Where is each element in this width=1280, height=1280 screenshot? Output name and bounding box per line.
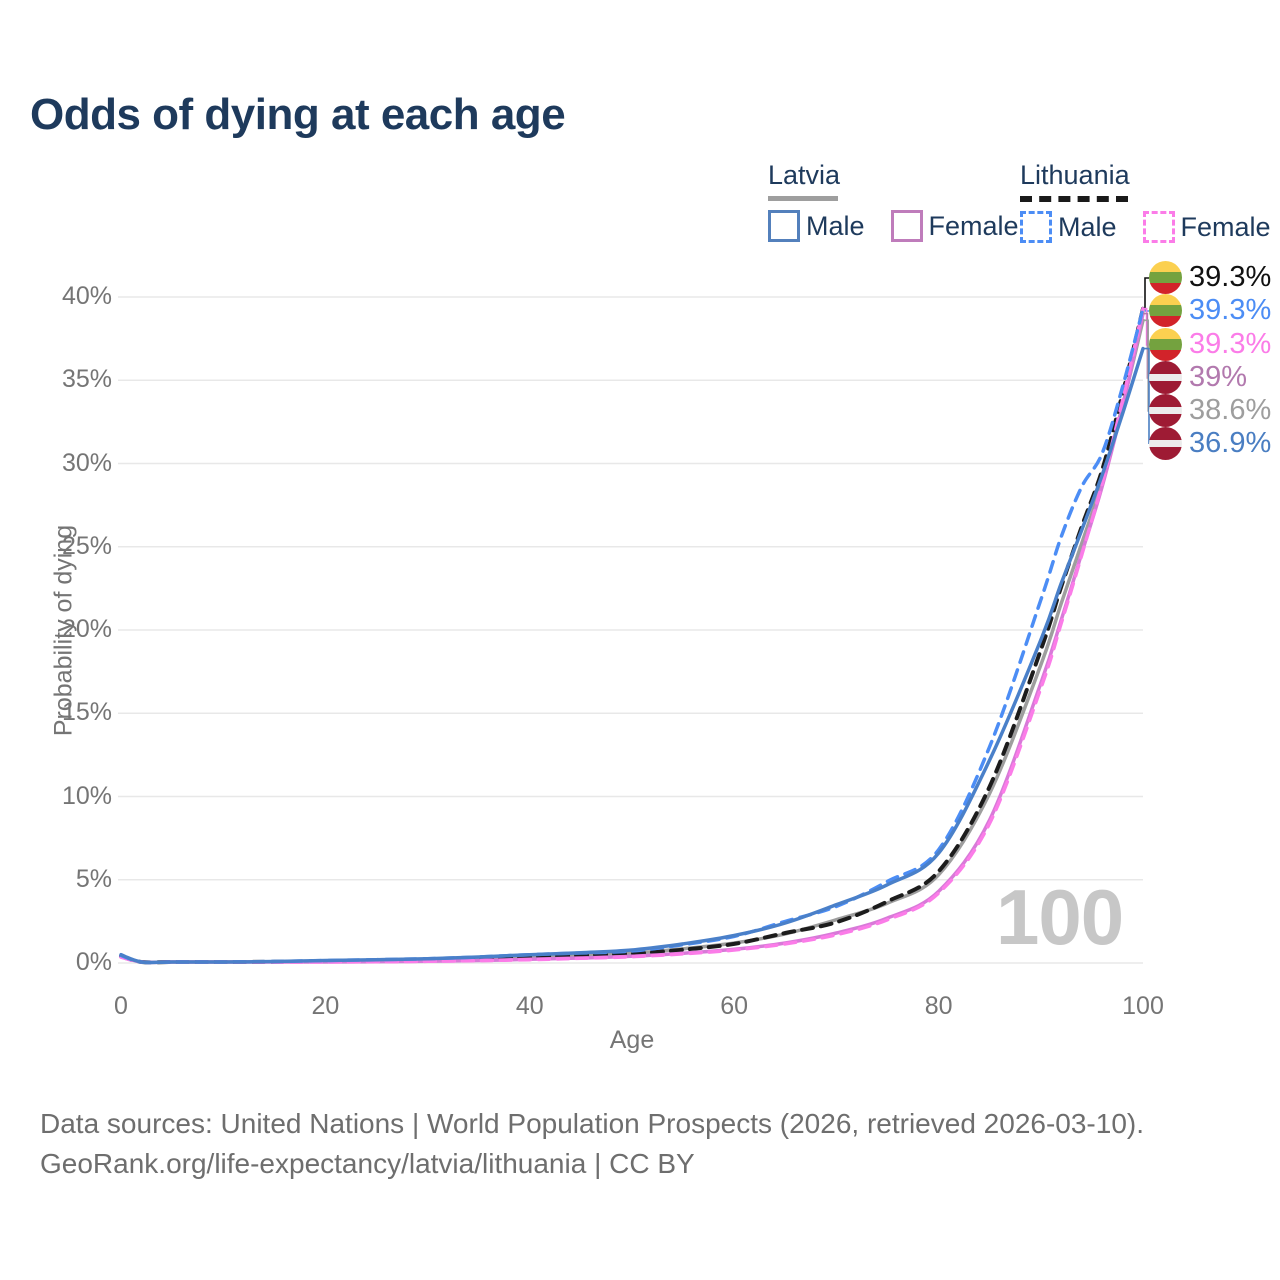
series-line-lithuania-male (119, 306, 1145, 965)
end-label-value: 39% (1189, 361, 1248, 393)
legend-group-lithuania: Lithuania Male Female (1020, 160, 1271, 243)
end-label-lithuania-female: 39.3% (1149, 328, 1271, 361)
x-tick-label: 0 (114, 992, 128, 1020)
latvia-flag-icon (1149, 394, 1182, 427)
legend-group-latvia: Latvia Male Female (768, 160, 1019, 242)
end-label-lithuania-male: 39.3% (1149, 294, 1271, 327)
latvia-flag-icon (1149, 427, 1182, 460)
lithuania-flag-icon (1149, 294, 1182, 327)
y-tick-label: 35% (61, 365, 112, 394)
end-label-value: 39.3% (1189, 261, 1272, 293)
source-line-2: GeoRank.org/life-expectancy/latvia/lithu… (40, 1148, 695, 1179)
end-label-value: 36.9% (1189, 427, 1272, 459)
legend-item-latvia-female[interactable]: Female (890, 210, 1019, 242)
legend-item-label: Male (806, 210, 865, 241)
source-line-1: Data sources: United Nations | World Pop… (40, 1108, 1145, 1139)
legend-item-label: Female (928, 210, 1019, 241)
latvia-female-swatch-icon (890, 210, 923, 242)
legend-item-latvia-male[interactable]: Male (768, 210, 865, 242)
legend-underline-latvia (768, 196, 838, 201)
page-title: Odds of dying at each age (30, 90, 566, 139)
legend-item-label: Male (1058, 211, 1117, 242)
watermark-age-counter: 100 (996, 873, 1124, 961)
end-label-latvia-both-sexes: 38.6% (1149, 394, 1271, 427)
lithuania-female-swatch-icon (1142, 211, 1175, 243)
legend-row-lithuania: Male Female (1020, 211, 1271, 243)
end-label-lithuania-both-sexes: 39.3% (1149, 261, 1271, 294)
legend-item-lithuania-male[interactable]: Male (1020, 211, 1117, 243)
legend-item-label: Female (1180, 211, 1271, 242)
series-line-latvia-both (119, 318, 1145, 965)
x-tick-label: 40 (515, 992, 544, 1020)
series-line-lithuania-both (119, 306, 1145, 965)
y-tick-label: 20% (61, 615, 112, 643)
end-label-value: 39.3% (1189, 294, 1272, 326)
latvia-male-swatch-icon (768, 210, 800, 242)
y-tick-label: 40% (61, 282, 112, 310)
legend-title-lithuania: Lithuania (1020, 160, 1130, 190)
x-tick-label: 100 (1122, 992, 1164, 1020)
y-tick-label: 0% (75, 948, 112, 976)
y-tick-label: 10% (61, 781, 112, 810)
lithuania-male-swatch-icon (1020, 211, 1052, 243)
y-tick-label: 25% (61, 531, 112, 560)
y-tick-label: 15% (61, 698, 112, 727)
end-label-latvia-male: 36.9% (1149, 427, 1271, 460)
lithuania-flag-icon (1149, 261, 1182, 294)
latvia-flag-icon (1149, 361, 1182, 394)
end-label-value: 38.6% (1189, 394, 1272, 426)
lithuania-flag-icon (1149, 328, 1182, 361)
y-tick-label: 5% (75, 864, 112, 893)
y-axis-title: Probability of dying (49, 524, 78, 737)
x-tick-label: 80 (924, 992, 953, 1020)
series-line-lithuania-female (119, 306, 1145, 965)
legend-row-latvia: Male Female (768, 210, 1019, 242)
legend-underline-lithuania (1020, 196, 1128, 202)
x-tick-label: 60 (720, 992, 749, 1020)
x-tick-label: 20 (311, 992, 340, 1020)
x-axis-title: Age (609, 1026, 655, 1054)
legend-item-lithuania-female[interactable]: Female (1142, 211, 1271, 243)
end-label-value: 39.3% (1189, 328, 1272, 360)
series-line-latvia-female (119, 311, 1145, 965)
legend-title-latvia: Latvia (768, 160, 841, 190)
end-label-latvia-female: 39% (1149, 361, 1247, 394)
series-line-latvia-male (119, 346, 1145, 965)
y-tick-label: 30% (61, 448, 112, 477)
